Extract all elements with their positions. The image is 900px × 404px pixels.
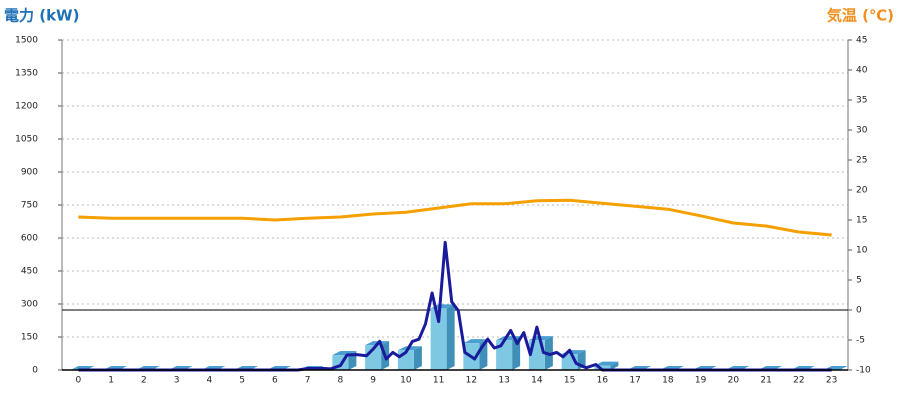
y-tick-label: 1500 (15, 36, 38, 46)
x-tick-label: 8 (338, 376, 344, 386)
x-tick-label: 5 (239, 376, 245, 386)
bar-side (446, 304, 455, 370)
y2-tick-label: 20 (856, 186, 868, 196)
bar (594, 365, 611, 370)
y2-tick-label: 40 (856, 66, 868, 76)
y2-tick-label: 15 (856, 216, 867, 226)
y2-tick-label: 0 (856, 306, 862, 316)
y-tick-label: 1350 (15, 69, 38, 79)
y-tick-label: 300 (21, 300, 38, 310)
y-tick-label: 900 (21, 168, 38, 178)
y2-tick-label: -5 (856, 336, 865, 346)
x-tick-label: 1 (108, 376, 114, 386)
y-tick-label: 450 (21, 267, 38, 277)
x-tick-label: 9 (370, 376, 376, 386)
y2-tick-label: -10 (856, 366, 871, 376)
y2-tick-label: 25 (856, 156, 867, 166)
x-tick-label: 13 (498, 376, 509, 386)
x-tick-label: 17 (629, 376, 640, 386)
bar-top (594, 361, 619, 366)
x-tick-label: 0 (76, 376, 82, 386)
y-tick-label: 600 (21, 234, 38, 244)
x-tick-label: 20 (728, 376, 740, 386)
y-tick-label: 1050 (15, 135, 38, 145)
y2-tick-label: 45 (856, 36, 867, 46)
x-tick-label: 16 (597, 376, 609, 386)
x-tick-label: 19 (695, 376, 707, 386)
bar (496, 340, 513, 370)
x-tick-label: 12 (466, 376, 477, 386)
bar-top (463, 339, 488, 344)
y-tick-label: 0 (32, 366, 38, 376)
y-axis-title: 電力 (kW) (4, 7, 79, 25)
x-tick-label: 4 (207, 376, 213, 386)
x-tick-label: 23 (826, 376, 837, 386)
x-tick-label: 7 (305, 376, 311, 386)
x-tick-label: 14 (531, 376, 543, 386)
x-tick-label: 18 (662, 376, 674, 386)
y2-tick-label: 30 (856, 126, 868, 136)
y-tick-label: 150 (21, 333, 38, 343)
y2-axis-title: 気温 (℃) (827, 7, 894, 25)
x-tick-label: 15 (564, 376, 575, 386)
y-tick-label: 750 (21, 201, 38, 211)
x-tick-label: 2 (141, 376, 147, 386)
y2-tick-label: 35 (856, 96, 867, 106)
y-tick-label: 1200 (15, 102, 38, 112)
bar (430, 308, 447, 370)
bar-side (413, 346, 422, 370)
x-tick-label: 11 (433, 376, 444, 386)
y2-tick-label: 10 (856, 246, 868, 256)
x-tick-label: 22 (793, 376, 804, 386)
x-tick-label: 21 (760, 376, 771, 386)
line (78, 240, 832, 372)
y2-tick-label: 5 (856, 276, 862, 286)
x-tick-label: 3 (174, 376, 180, 386)
line (78, 198, 832, 237)
x-tick-label: 10 (400, 376, 412, 386)
x-tick-label: 6 (272, 376, 278, 386)
bar-side (610, 361, 619, 370)
